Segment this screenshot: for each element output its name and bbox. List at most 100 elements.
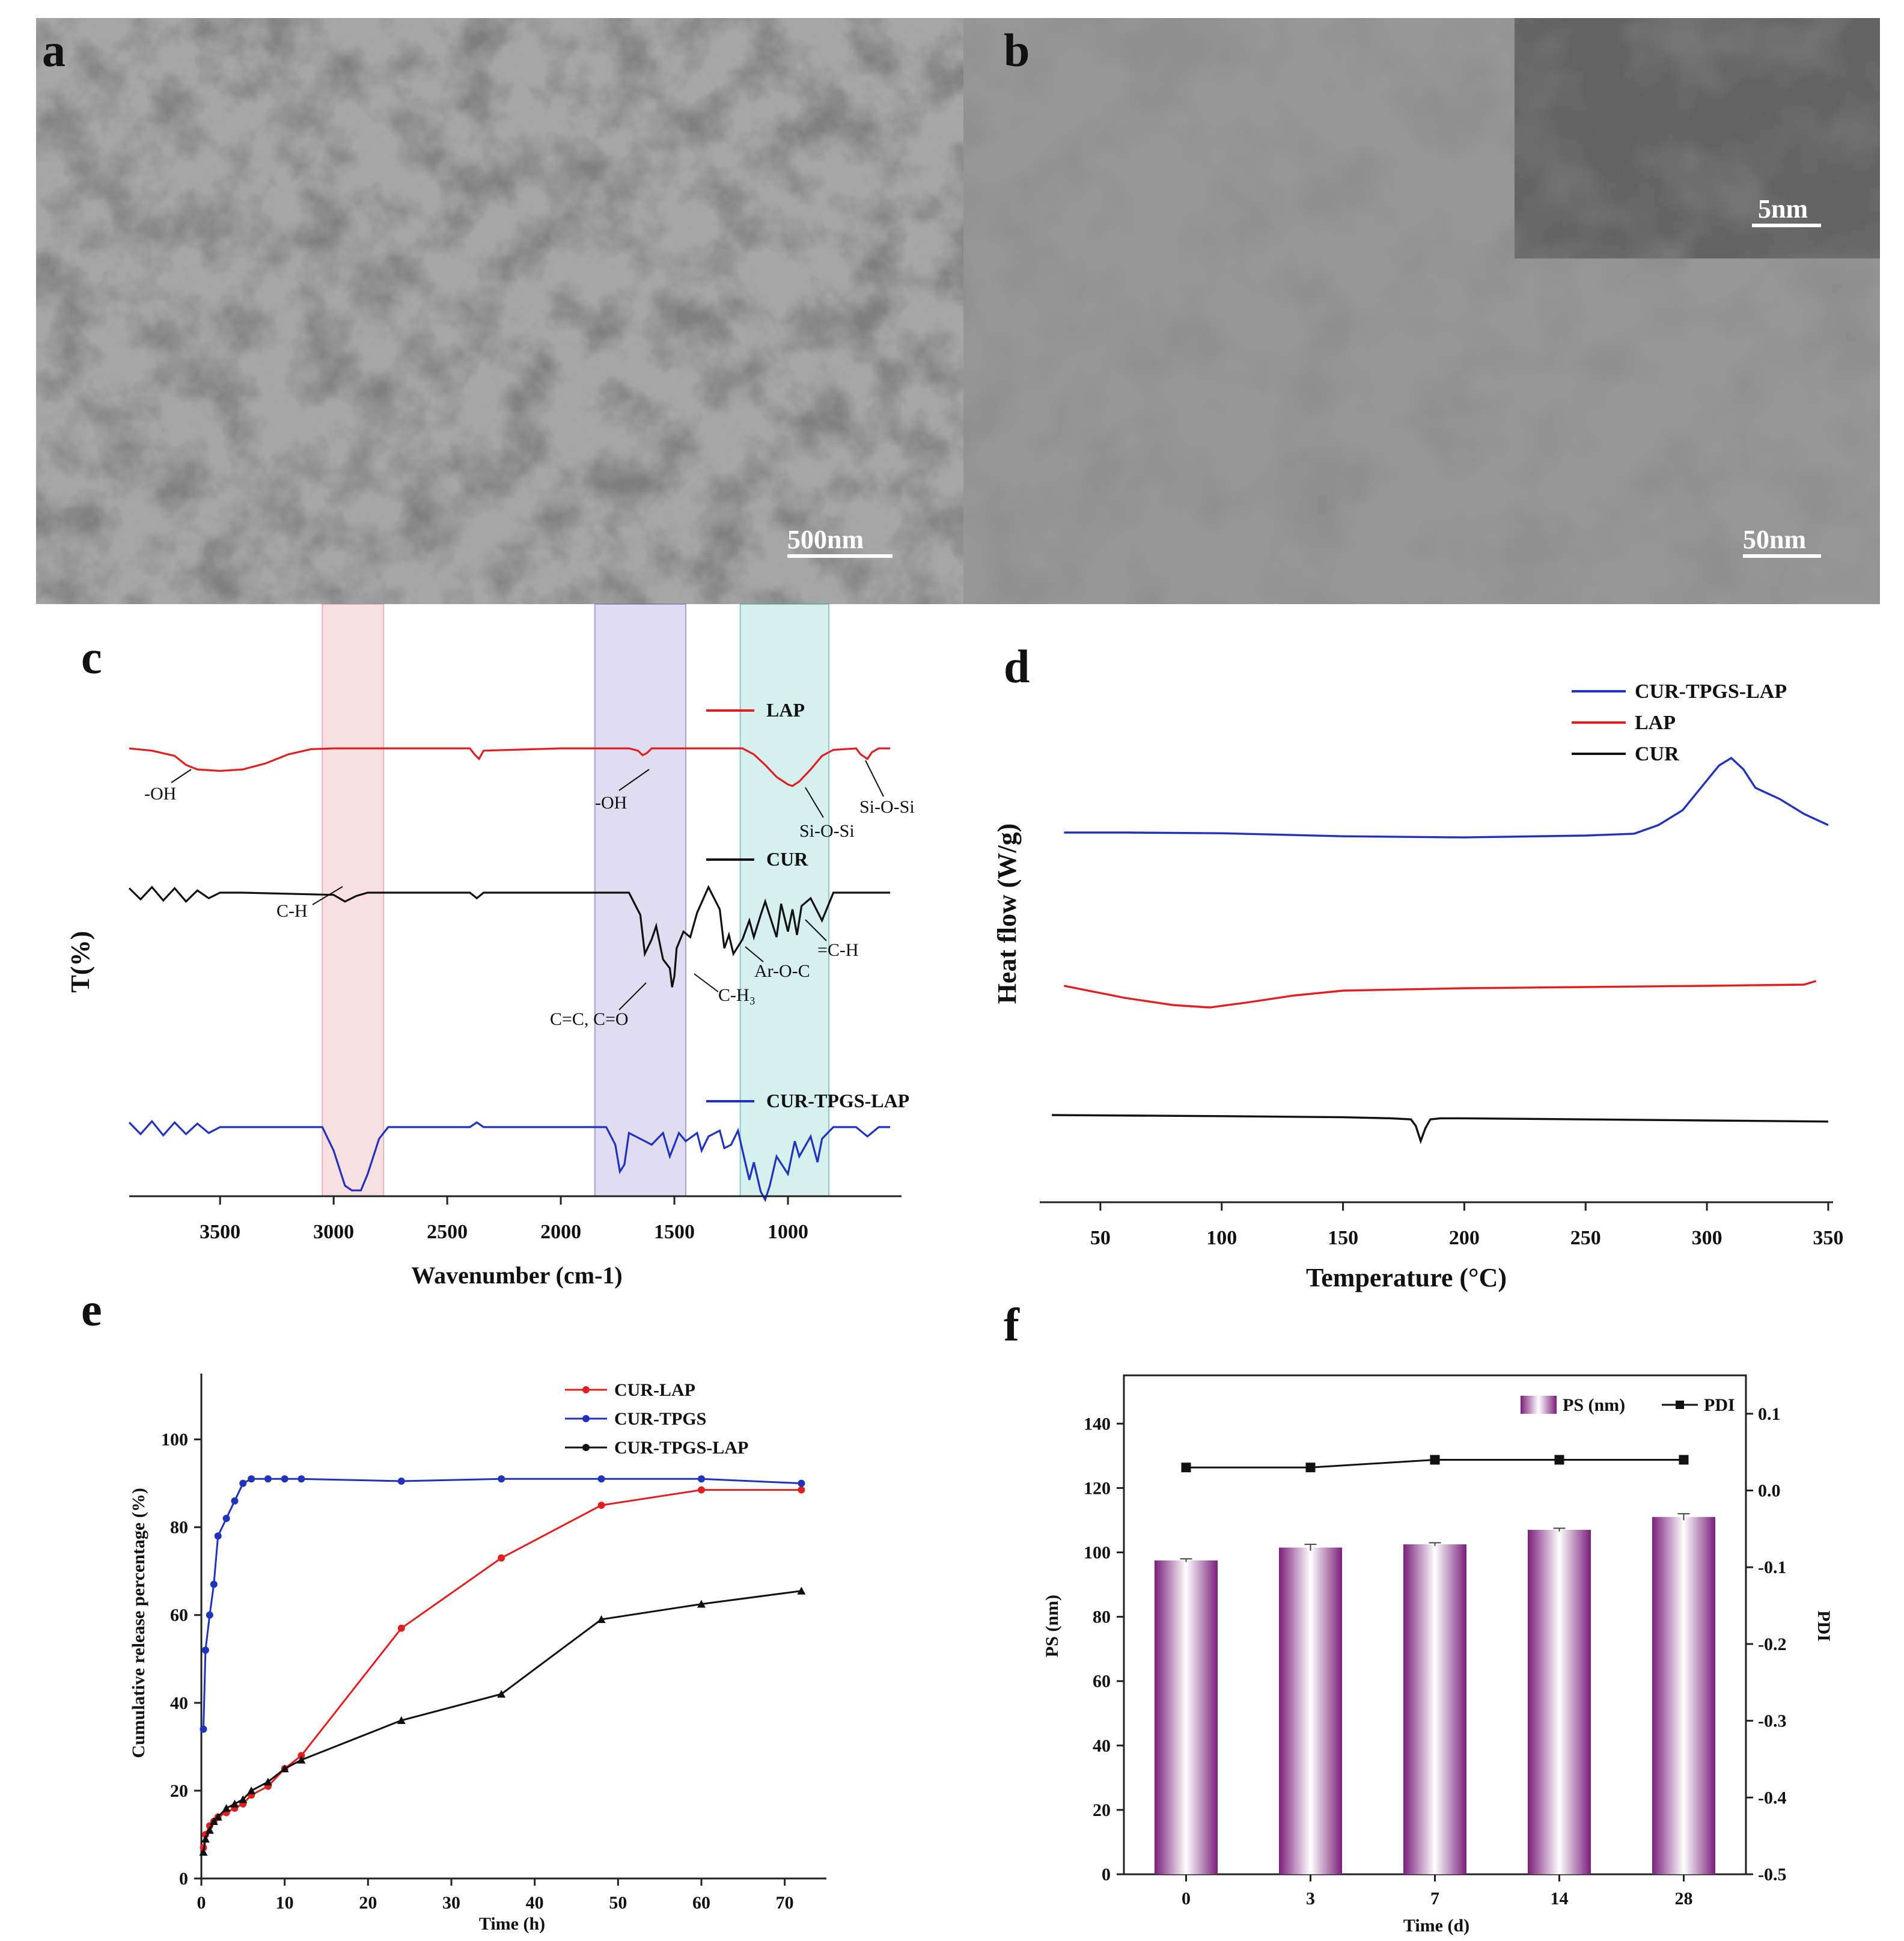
y2-tick-label: -0.2 bbox=[1758, 1634, 1787, 1654]
series-line-cur-tpgs-lap bbox=[1064, 756, 1829, 839]
x-tick-label: 200 bbox=[1449, 1227, 1480, 1249]
legend-label: CUR-TPGS-LAP bbox=[1635, 680, 1787, 703]
panel-f: f 020406080100120140-0.5-0.4-0.3-0.2-0.1… bbox=[1004, 1298, 1834, 1936]
data-point bbox=[201, 1835, 210, 1843]
tem-inset-texture-b bbox=[1515, 18, 1880, 258]
y-axis-label-f: PS (nm) bbox=[1042, 1595, 1062, 1657]
x-tick-label: 250 bbox=[1570, 1227, 1601, 1249]
data-point bbox=[248, 1475, 255, 1483]
y-tick-label: 140 bbox=[1084, 1414, 1111, 1434]
legend-c: LAP CUR CUR-TPGS-LAP bbox=[706, 699, 909, 1111]
panel-letter-f: f bbox=[1004, 1298, 1020, 1351]
bar bbox=[1279, 1547, 1342, 1874]
x-tick-label: 0 bbox=[197, 1893, 206, 1913]
y-tick-label: 40 bbox=[170, 1693, 188, 1713]
y-tick-label: 20 bbox=[170, 1781, 188, 1801]
y-tick-label: 120 bbox=[1084, 1478, 1111, 1498]
data-point bbox=[222, 1804, 231, 1812]
legend-marker bbox=[582, 1386, 590, 1393]
series-line-cur-tpgs bbox=[203, 1478, 802, 1729]
x-axis-label-f: Time (d) bbox=[1403, 1916, 1469, 1936]
data-point bbox=[298, 1475, 305, 1483]
annotation-arrow bbox=[171, 769, 192, 783]
y-tick-label: 80 bbox=[1093, 1607, 1111, 1627]
annotation-si-o-si-2: Si-O-Si bbox=[859, 797, 915, 817]
data-point bbox=[297, 1755, 306, 1764]
x-tick-label: 28 bbox=[1675, 1889, 1693, 1909]
data-point bbox=[397, 1716, 406, 1725]
annotation-arrow bbox=[745, 946, 764, 962]
legend-label: LAP bbox=[766, 699, 805, 721]
inset-scale-bar-label-b: 5nm bbox=[1758, 194, 1808, 224]
data-point bbox=[222, 1515, 230, 1523]
highlight-bands bbox=[322, 604, 830, 1197]
series-line-lap bbox=[129, 747, 891, 787]
annotation-arrow bbox=[312, 886, 343, 905]
data-point bbox=[298, 1752, 305, 1759]
annotation-arrow bbox=[618, 769, 650, 791]
legend-label: PS (nm) bbox=[1563, 1395, 1625, 1415]
data-point bbox=[239, 1795, 248, 1803]
x-ticks-d: 50 100 150 200 250 300 350 bbox=[1090, 1202, 1843, 1249]
x-tick-label: 0 bbox=[1182, 1889, 1191, 1909]
pdi-point bbox=[1430, 1455, 1440, 1465]
y-axis-label-d: Heat flow (W/g) bbox=[992, 824, 1022, 1004]
annotation-arrow bbox=[805, 787, 824, 818]
bar bbox=[1403, 1544, 1466, 1874]
y2-tick-label: -0.4 bbox=[1758, 1788, 1787, 1808]
x-tick-label: 100 bbox=[1206, 1227, 1237, 1249]
y-tick-label: 100 bbox=[161, 1430, 188, 1450]
panel-letter-c: c bbox=[81, 631, 102, 683]
pdi-point bbox=[1305, 1463, 1316, 1473]
legend-marker bbox=[582, 1415, 590, 1422]
x-tick-label: 60 bbox=[692, 1893, 710, 1913]
x-tick-label: 50 bbox=[1090, 1227, 1111, 1249]
y2-axis-label-f: PDI bbox=[1814, 1610, 1834, 1642]
bar bbox=[1652, 1517, 1715, 1874]
legend-marker bbox=[582, 1444, 590, 1451]
annotation-c-h3: C-H₃ bbox=[718, 985, 755, 1005]
data-point bbox=[210, 1580, 218, 1588]
panel-letter-a: a bbox=[42, 24, 66, 76]
scale-bar-label-b: 50nm bbox=[1743, 525, 1806, 554]
dsc-curves bbox=[1052, 756, 1829, 1145]
panel-letter-e: e bbox=[81, 1283, 102, 1336]
data-point bbox=[597, 1475, 605, 1483]
y2-tick-label: 0.1 bbox=[1758, 1404, 1781, 1424]
legend-swatch-bar bbox=[1521, 1396, 1557, 1414]
x-tick-label: 14 bbox=[1551, 1889, 1569, 1909]
annotation-si-o-si-1: Si-O-Si bbox=[799, 821, 855, 841]
annotation-arrow bbox=[805, 919, 827, 941]
data-point bbox=[498, 1554, 505, 1562]
annotation-c-h: C-H bbox=[276, 901, 308, 921]
y-axis-label-c: T(%) bbox=[66, 931, 95, 993]
annotation-arrow bbox=[618, 982, 647, 1010]
highlight-band bbox=[739, 604, 830, 1197]
panel-b: b 5nm 50nm bbox=[963, 18, 1880, 604]
y2-tick-label: -0.1 bbox=[1758, 1557, 1787, 1577]
x-tick-label: 3500 bbox=[200, 1221, 240, 1243]
y-tick-label: 0 bbox=[1102, 1865, 1111, 1884]
annotation-arrow bbox=[865, 760, 884, 797]
legend-f: PS (nm) PDI bbox=[1521, 1395, 1735, 1415]
y-tick-label: 100 bbox=[1084, 1543, 1111, 1563]
data-point bbox=[205, 1826, 214, 1834]
legend-marker bbox=[1676, 1401, 1684, 1409]
annotation-oh-2: -OH bbox=[595, 793, 627, 813]
data-point bbox=[281, 1475, 288, 1483]
x-tick-label: 3 bbox=[1306, 1889, 1315, 1909]
data-point bbox=[397, 1477, 405, 1485]
panel-letter-b: b bbox=[1004, 24, 1030, 76]
data-point bbox=[798, 1486, 805, 1494]
x-tick-label: 50 bbox=[609, 1893, 627, 1913]
highlight-band bbox=[594, 604, 686, 1197]
series-line-cur-tpgs-lap bbox=[203, 1590, 802, 1853]
x-axis-label-d: Temperature (°C) bbox=[1306, 1263, 1507, 1292]
bars-f bbox=[1155, 1513, 1715, 1874]
x-tick-label: 1000 bbox=[767, 1221, 808, 1243]
series-line-cur bbox=[1052, 1114, 1828, 1145]
data-point bbox=[230, 1799, 239, 1808]
y-tick-label: 0 bbox=[179, 1869, 188, 1889]
data-point bbox=[239, 1479, 247, 1487]
legend-label: CUR-LAP bbox=[614, 1380, 695, 1400]
